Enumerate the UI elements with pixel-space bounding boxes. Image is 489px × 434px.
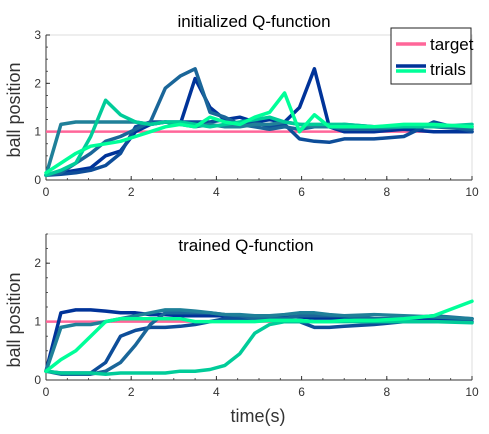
trial-line-5 — [44, 98, 474, 177]
trial-line-5 — [44, 319, 474, 376]
trial-line-3 — [44, 67, 474, 177]
panel-trained: trained Q-function ball position time(s)… — [4, 233, 479, 426]
y-tick-label: 0 — [34, 173, 41, 187]
y-tick-label: 3 — [34, 28, 41, 42]
x-axis-label: time(s) — [231, 406, 286, 426]
y-tick-label: 2 — [34, 256, 41, 270]
y-tick-label: 0 — [34, 373, 41, 387]
trial-line-2 — [44, 316, 474, 375]
panel-initialized: initialized Q-function ball position 0 2 4… — [4, 12, 479, 199]
legend-target-label: target — [430, 35, 474, 54]
y-tick-label: 1 — [34, 125, 41, 139]
x-tick-label: 0 — [43, 385, 50, 399]
trial-line-2 — [44, 117, 474, 177]
x-tick-label: 10 — [465, 185, 479, 199]
x-tick-label: 0 — [43, 185, 50, 199]
x-tick-label: 8 — [383, 185, 390, 199]
y-tick-label: 1 — [34, 315, 41, 329]
y-tick-label: 2 — [34, 76, 41, 90]
x-tick-label: 10 — [465, 385, 479, 399]
y-axis-label: ball position — [4, 272, 24, 367]
x-tick-label: 2 — [128, 385, 135, 399]
x-tick-label: 8 — [383, 385, 390, 399]
chart-title: trained Q-function — [178, 236, 313, 255]
trial-line-6 — [44, 299, 474, 373]
x-tick-label: 2 — [128, 185, 135, 199]
x-tick-label: 4 — [213, 385, 220, 399]
legend-trials-label: trials — [430, 60, 466, 79]
x-tick-label: 4 — [213, 185, 220, 199]
x-tick-label: 6 — [298, 185, 305, 199]
x-tick-label: 6 — [298, 385, 305, 399]
y-axis-label: ball position — [4, 62, 24, 157]
chart-title: initialized Q-function — [177, 12, 330, 31]
trial-line-6 — [44, 91, 474, 175]
legend: target trials — [390, 27, 474, 85]
